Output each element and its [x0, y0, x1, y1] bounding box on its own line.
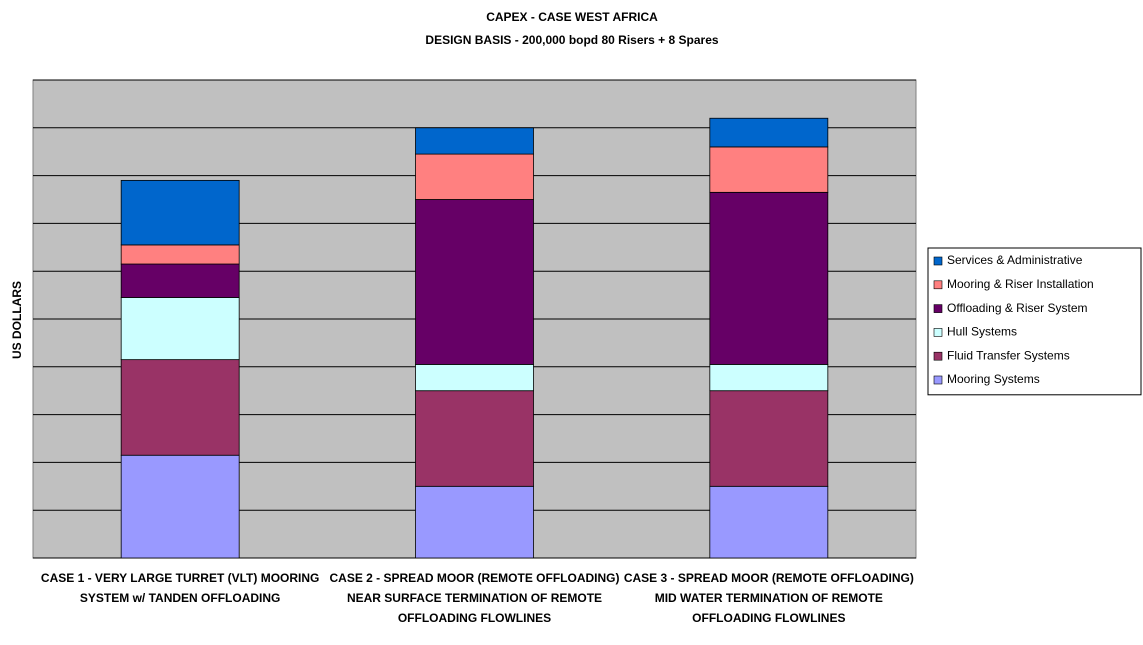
bar-segment — [709, 117, 829, 148]
x-tick-label: CASE 3 - SPREAD MOOR (REMOTE OFFLOADING)… — [623, 571, 914, 625]
bar-segment — [415, 390, 534, 487]
legend-label: Offloading & Riser System — [947, 301, 1088, 315]
chart-subtitle: DESIGN BASIS - 200,000 bopd 80 Risers + … — [425, 33, 718, 47]
legend-label: Mooring Systems — [947, 372, 1040, 386]
bar-segment — [709, 364, 829, 392]
bar-segment — [415, 127, 534, 155]
legend-label: Mooring & Riser Installation — [947, 277, 1094, 291]
x-tick-label: CASE 2 - SPREAD MOOR (REMOTE OFFLOADING)… — [329, 571, 620, 625]
legend-swatch — [933, 280, 943, 290]
bar-segment — [415, 485, 534, 559]
bar-segment — [120, 263, 240, 298]
bar-segment — [415, 199, 534, 365]
legend-label: Services & Administrative — [947, 253, 1083, 267]
bar-segment — [120, 179, 240, 246]
chart-title: CAPEX - CASE WEST AFRICA — [486, 10, 658, 24]
legend-swatch — [933, 304, 943, 313]
legend-label: Hull Systems — [947, 325, 1017, 339]
legend-swatch — [933, 375, 943, 385]
bar-segment — [120, 359, 240, 456]
legend-label: Fluid Transfer Systems — [947, 348, 1070, 362]
bar-segment — [709, 146, 829, 193]
legend-swatch — [933, 328, 943, 337]
x-tick-label: CASE 1 - VERY LARGE TURRET (VLT) MOORING… — [40, 571, 320, 605]
bar-segment — [120, 297, 240, 361]
legend-swatch — [933, 351, 943, 361]
bar-segment — [120, 454, 240, 559]
y-axis-label: US DOLLARS — [10, 281, 24, 359]
legend-box — [927, 247, 1142, 396]
bar-segment — [709, 390, 829, 487]
bar-segment — [415, 364, 534, 392]
legend-swatch — [933, 256, 943, 266]
bar-segment — [415, 153, 534, 200]
bar-segment — [709, 191, 829, 365]
bar-segment — [120, 244, 240, 265]
bar-segment — [709, 485, 829, 559]
